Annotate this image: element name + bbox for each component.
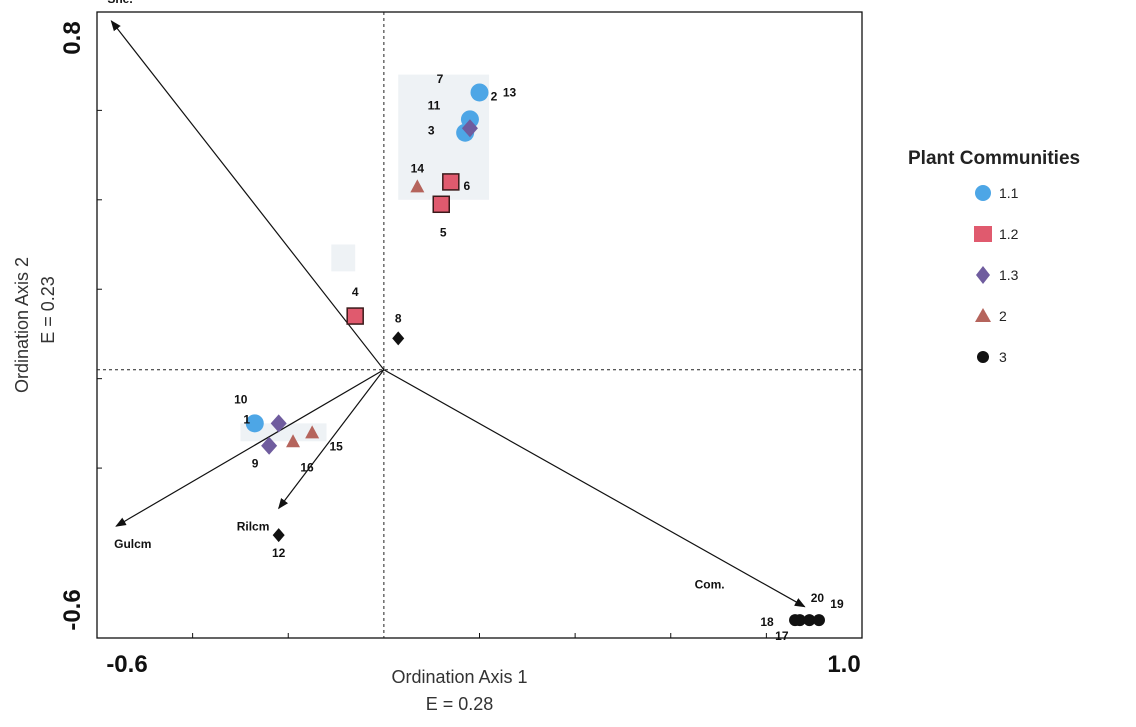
x-axis-title: Ordination Axis 1 [391, 667, 527, 687]
vector-label: Rilcm [237, 519, 270, 533]
data-point-1 [270, 414, 287, 433]
legend-label: 3 [999, 349, 1007, 365]
point-label: 9 [252, 457, 259, 471]
point-label: 13 [503, 85, 517, 99]
data-point-19 [812, 614, 825, 627]
data-point-20 [803, 614, 816, 627]
point-label: 7 [437, 72, 444, 86]
legend-marker [975, 185, 991, 201]
vector-label: Gulcm [114, 537, 151, 551]
x-axis-subtitle: E = 0.28 [426, 694, 494, 714]
legend-label: 1.1 [999, 185, 1019, 201]
point-label: 11 [428, 98, 441, 112]
vector-arrow [383, 369, 806, 608]
point-label: 2 [491, 89, 498, 103]
vector-arrow [115, 369, 385, 527]
data-point-16 [286, 434, 301, 448]
data-point-15 [305, 425, 320, 439]
data-point-13 [470, 83, 489, 102]
legend-marker [976, 266, 990, 284]
point-label: 12 [272, 546, 286, 560]
point-label: 10 [234, 392, 248, 406]
y-tick-label: -0.6 [59, 589, 86, 630]
y-axis-title: Ordination Axis 2 [12, 257, 32, 393]
y-tick-label: 0.8 [59, 21, 86, 54]
data-point-2 [461, 119, 478, 138]
legend-title: Plant Communities [908, 148, 1080, 169]
legend-marker [977, 351, 989, 363]
point-label: 16 [300, 460, 314, 474]
point-label: 1 [243, 412, 250, 426]
point-label: 5 [440, 225, 447, 239]
data-point-10 [245, 414, 264, 433]
data-point-4 [346, 307, 364, 325]
point-label: 15 [329, 439, 343, 453]
legend-label: 1.3 [999, 267, 1019, 283]
point-label: 17 [775, 629, 789, 643]
legend-marker [974, 226, 992, 242]
y-axis-subtitle: E = 0.23 [38, 276, 58, 344]
point-label: 18 [760, 615, 774, 629]
vector-arrow [278, 369, 385, 510]
point-label: 6 [463, 179, 470, 193]
vector-arrow [110, 20, 385, 371]
data-point-9 [261, 436, 278, 455]
data-point-12 [272, 528, 285, 543]
legend-label: 2 [999, 308, 1007, 324]
point-label: 4 [352, 285, 359, 299]
legend-marker [975, 308, 991, 322]
data-point-8 [392, 331, 405, 346]
point-label: 19 [830, 597, 844, 611]
data-point-18 [789, 614, 802, 627]
point-label: 3 [428, 124, 435, 138]
x-tick-label: -0.6 [106, 651, 147, 678]
group-highlight-box [331, 244, 356, 272]
legend-label: 1.2 [999, 226, 1019, 242]
point-label: 8 [395, 311, 402, 325]
data-point-5 [432, 195, 450, 214]
x-tick-label: 1.0 [827, 651, 860, 678]
data-point-14 [410, 179, 425, 193]
point-label: 14 [411, 161, 425, 175]
data-point-6 [442, 173, 460, 191]
point-label: 20 [811, 591, 825, 605]
vector-label: Com. [695, 578, 725, 592]
vector-label: She. [107, 0, 132, 6]
